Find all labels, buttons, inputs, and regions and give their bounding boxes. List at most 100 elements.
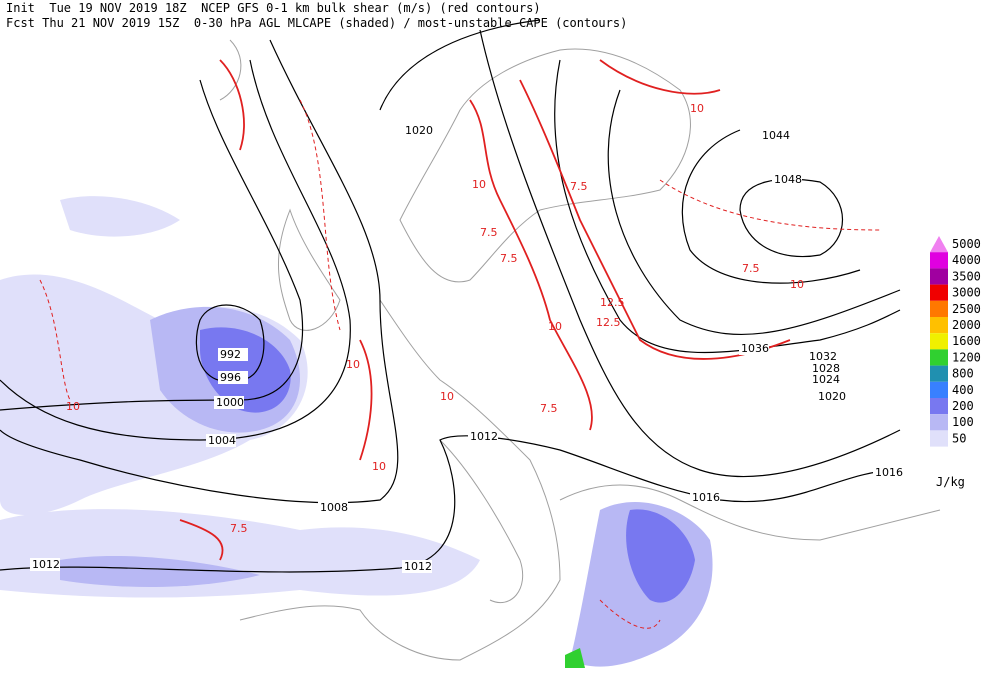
shear-label: 12.5 — [600, 296, 625, 309]
isobar — [0, 79, 304, 411]
label-background — [206, 434, 236, 447]
pressure-label: 1036 — [741, 342, 769, 355]
pressure-label: 992 — [220, 348, 241, 361]
pressure-label: 1000 — [216, 396, 244, 409]
label-background — [402, 560, 432, 573]
shear-label: 10 — [548, 320, 562, 333]
label-background — [873, 466, 903, 479]
legend-swatch — [930, 365, 948, 382]
label-background — [739, 342, 769, 355]
legend-swatch — [930, 414, 948, 431]
pressure-label: 1032 — [809, 350, 837, 363]
coastline — [219, 39, 242, 101]
isobar — [379, 19, 541, 111]
label-background — [214, 396, 244, 409]
shear-contour — [519, 79, 791, 360]
shear-contour — [359, 339, 373, 461]
pressure-label: 1004 — [208, 434, 236, 447]
shear-label: 10 — [472, 178, 486, 191]
header-line: Init Tue 19 NOV 2019 18Z NCEP GFS 0-1 km… — [6, 1, 541, 15]
legend-swatch — [930, 268, 948, 285]
header-line: Fcst Thu 21 NOV 2019 15Z 0-30 hPa AGL ML… — [6, 16, 627, 30]
legend-label: 100 — [952, 415, 974, 429]
label-background — [810, 373, 840, 386]
legend-label: 4000 — [952, 253, 981, 267]
shear-label: 7.5 — [540, 402, 558, 415]
shear-label: 10 — [346, 358, 360, 371]
cape-area — [565, 648, 585, 668]
coastline — [559, 484, 941, 541]
shear-contour — [659, 179, 881, 231]
shear-contour — [39, 279, 71, 401]
coastline — [399, 48, 691, 283]
isobar — [195, 304, 265, 383]
shear-label: 10 — [372, 460, 386, 473]
pressure-label: 1048 — [774, 173, 802, 186]
pressure-label: 1016 — [875, 466, 903, 479]
pressure-label: 1020 — [405, 124, 433, 137]
legend-swatch — [930, 349, 948, 366]
pressure-label: 1028 — [812, 362, 840, 375]
pressure-label: 1020 — [818, 390, 846, 403]
pressure-label: 1012 — [470, 430, 498, 443]
legend-label: 3000 — [952, 286, 981, 300]
legend-label: 200 — [952, 399, 974, 413]
shear-label: 7.5 — [230, 522, 248, 535]
legend-swatch — [930, 381, 948, 398]
shear-label: 10 — [66, 400, 80, 413]
shear-label: 7.5 — [500, 252, 518, 265]
label-background — [760, 129, 790, 142]
pressure-label: 1044 — [762, 129, 790, 142]
legend-label: 5000 — [952, 237, 981, 251]
label-background — [218, 371, 248, 384]
shear-contour — [469, 99, 593, 431]
shear-label: 7.5 — [480, 226, 498, 239]
label-background — [807, 350, 837, 363]
pressure-label: 1016 — [692, 491, 720, 504]
shear-label: 10 — [690, 102, 704, 115]
shear-label: 10 — [790, 278, 804, 291]
coastlines — [219, 39, 941, 661]
isobar — [739, 178, 843, 258]
label-background — [30, 558, 60, 571]
shear-label: 12.5 — [596, 316, 621, 329]
legend-label: 1600 — [952, 334, 981, 348]
legend-swatch — [930, 317, 948, 334]
label-background — [772, 173, 802, 186]
legend-label: 3500 — [952, 269, 981, 283]
legend-swatch — [930, 284, 948, 301]
legend-unit: J/kg — [936, 475, 965, 489]
coastline — [239, 299, 561, 661]
shear-label: 7.5 — [570, 180, 588, 193]
label-background — [403, 124, 433, 137]
shear-contour — [179, 519, 224, 561]
shear-contours — [39, 59, 881, 629]
coastline — [278, 208, 341, 331]
legend-label: 1200 — [952, 350, 981, 364]
legend-swatch — [930, 300, 948, 317]
cape-area — [626, 509, 695, 603]
legend-swatch — [930, 333, 948, 350]
cape-shading — [0, 196, 713, 668]
label-background — [318, 501, 348, 514]
isobar — [479, 29, 901, 477]
label-background — [468, 430, 498, 443]
pressure-label: 1012 — [32, 558, 60, 571]
label-background — [690, 491, 720, 504]
pressure-label: 1024 — [812, 373, 840, 386]
isobar — [681, 129, 861, 284]
shear-contour — [599, 59, 721, 95]
label-background — [816, 390, 846, 403]
label-background — [810, 362, 840, 375]
legend-label: 800 — [952, 367, 974, 381]
legend-swatch — [930, 430, 948, 447]
legend-swatch — [930, 236, 948, 253]
legend-label: 400 — [952, 383, 974, 397]
isobar — [0, 435, 901, 573]
cape-area — [60, 196, 180, 237]
shear-contour — [599, 599, 661, 629]
label-background — [218, 348, 248, 361]
coastline — [439, 439, 524, 604]
legend-label: 50 — [952, 431, 966, 445]
